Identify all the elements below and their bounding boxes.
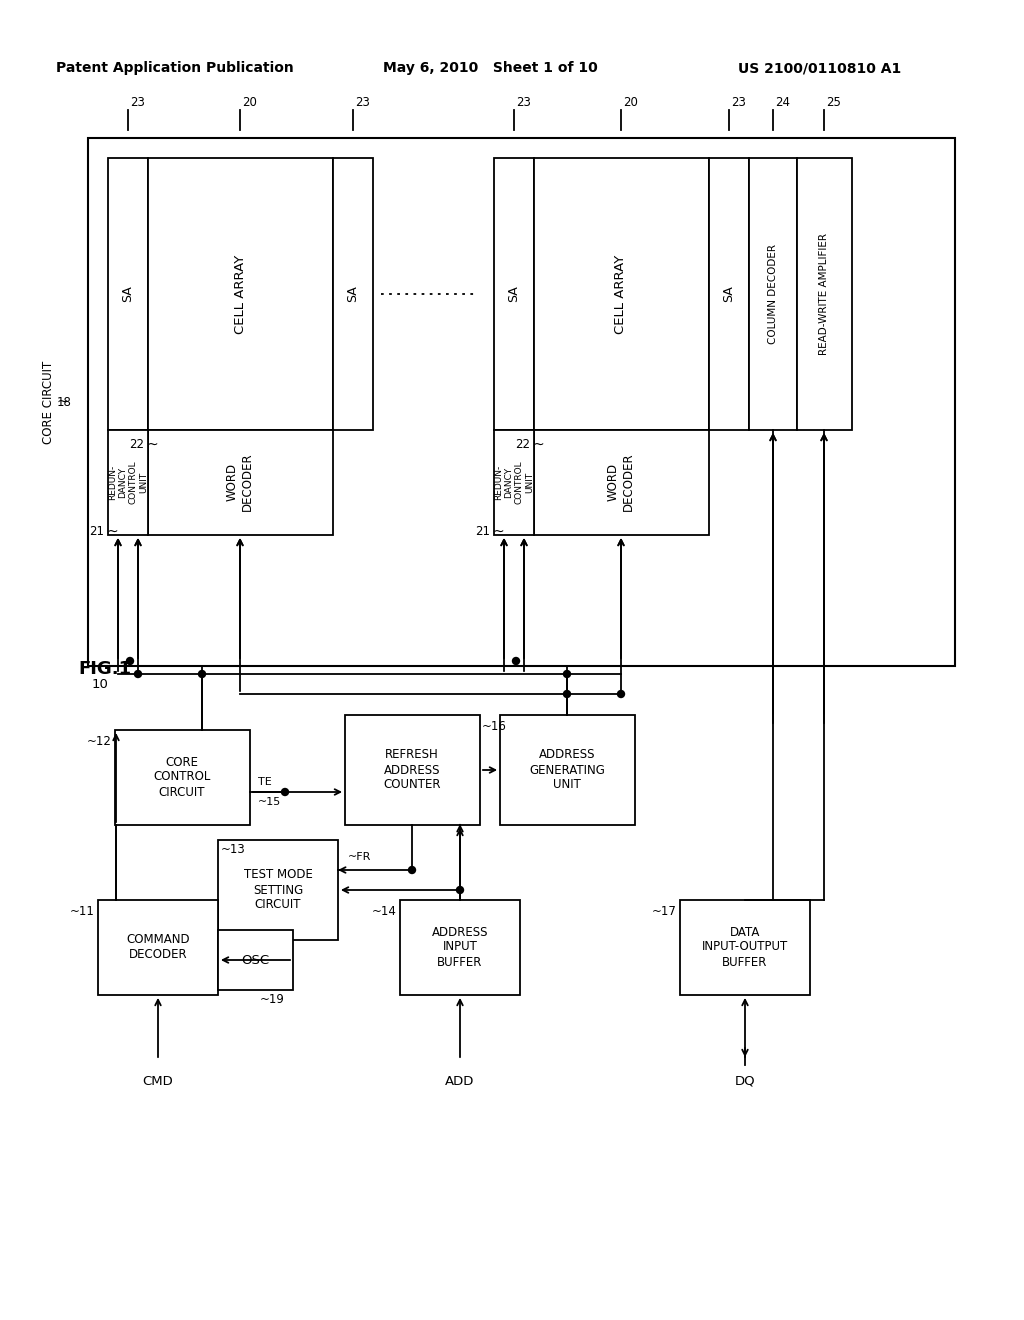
Text: SA: SA <box>723 285 735 302</box>
Circle shape <box>134 671 141 677</box>
Text: REFRESH
ADDRESS
COUNTER: REFRESH ADDRESS COUNTER <box>383 748 440 792</box>
Text: 18: 18 <box>57 396 72 408</box>
Bar <box>108 158 148 430</box>
Bar <box>218 931 293 990</box>
Circle shape <box>409 866 416 874</box>
Bar <box>797 158 852 430</box>
Bar <box>218 840 338 940</box>
Circle shape <box>617 690 625 697</box>
Text: ~19: ~19 <box>260 993 285 1006</box>
Text: TEST MODE
SETTING
CIRCUIT: TEST MODE SETTING CIRCUIT <box>244 869 312 912</box>
Text: REDUN-
DANCY
CONTROL
UNIT: REDUN- DANCY CONTROL UNIT <box>494 461 535 504</box>
Text: DQ: DQ <box>734 1074 756 1088</box>
Bar <box>680 900 810 995</box>
Text: FIG.1: FIG.1 <box>78 660 131 678</box>
Text: ~: ~ <box>534 438 545 451</box>
Text: WORD
DECODER: WORD DECODER <box>607 453 635 511</box>
Bar <box>749 158 797 430</box>
Bar <box>534 430 709 535</box>
Text: ~14: ~14 <box>372 906 397 917</box>
Bar <box>88 139 955 667</box>
Circle shape <box>199 671 206 677</box>
Text: ~17: ~17 <box>652 906 677 917</box>
Bar <box>400 900 520 995</box>
Text: CELL ARRAY: CELL ARRAY <box>614 255 628 334</box>
Bar <box>148 430 333 535</box>
Text: ~: ~ <box>56 395 68 409</box>
Text: ~FR: ~FR <box>348 851 372 862</box>
Circle shape <box>457 887 464 894</box>
Text: May 6, 2010   Sheet 1 of 10: May 6, 2010 Sheet 1 of 10 <box>383 61 597 75</box>
Text: ~: ~ <box>147 438 159 451</box>
Text: ~11: ~11 <box>70 906 95 917</box>
Bar <box>709 158 749 430</box>
Text: 22: 22 <box>515 438 530 451</box>
Text: WORD
DECODER: WORD DECODER <box>226 453 254 511</box>
Text: 23: 23 <box>355 95 370 108</box>
Text: REDUN-
DANCY
CONTROL
UNIT: REDUN- DANCY CONTROL UNIT <box>108 461 148 504</box>
Text: 25: 25 <box>826 95 841 108</box>
Text: ~16: ~16 <box>482 719 507 733</box>
Bar <box>115 730 250 825</box>
Text: 21: 21 <box>475 525 490 539</box>
Text: COMMAND
DECODER: COMMAND DECODER <box>126 933 189 961</box>
Circle shape <box>282 788 289 796</box>
Text: 20: 20 <box>242 95 257 108</box>
Bar <box>494 158 534 430</box>
Text: ~: ~ <box>106 525 119 539</box>
Text: COLUMN DECODER: COLUMN DECODER <box>768 244 778 345</box>
Circle shape <box>127 657 133 664</box>
Text: CORE
CONTROL
CIRCUIT: CORE CONTROL CIRCUIT <box>154 755 211 799</box>
Bar <box>534 158 709 430</box>
Text: READ-WRITE AMPLIFIER: READ-WRITE AMPLIFIER <box>819 234 829 355</box>
Text: US 2100/0110810 A1: US 2100/0110810 A1 <box>738 61 901 75</box>
Text: 10: 10 <box>92 678 109 690</box>
Text: ~15: ~15 <box>258 797 282 807</box>
Text: 22: 22 <box>129 438 144 451</box>
Text: 23: 23 <box>516 95 530 108</box>
Text: 24: 24 <box>775 95 790 108</box>
Text: OSC: OSC <box>241 953 269 966</box>
Text: 23: 23 <box>731 95 745 108</box>
Circle shape <box>563 690 570 697</box>
Text: Patent Application Publication: Patent Application Publication <box>56 61 294 75</box>
Text: 23: 23 <box>130 95 144 108</box>
Text: ADDRESS
GENERATING
UNIT: ADDRESS GENERATING UNIT <box>529 748 605 792</box>
Text: DATA
INPUT-OUTPUT
BUFFER: DATA INPUT-OUTPUT BUFFER <box>701 925 788 969</box>
Bar <box>98 900 218 995</box>
Text: CORE CIRCUIT: CORE CIRCUIT <box>42 360 54 444</box>
Bar <box>108 430 148 535</box>
Text: ~13: ~13 <box>221 843 246 855</box>
Text: ~12: ~12 <box>87 735 112 748</box>
Text: ADD: ADD <box>445 1074 475 1088</box>
Bar <box>333 158 373 430</box>
Text: 21: 21 <box>89 525 104 539</box>
Bar <box>494 430 534 535</box>
Text: CMD: CMD <box>142 1074 173 1088</box>
Text: SA: SA <box>346 285 359 302</box>
Bar <box>148 158 333 430</box>
Text: SA: SA <box>508 285 520 302</box>
Bar <box>345 715 480 825</box>
Circle shape <box>563 671 570 677</box>
Bar <box>500 715 635 825</box>
Text: TE: TE <box>258 777 271 787</box>
Text: SA: SA <box>122 285 134 302</box>
Text: ~: ~ <box>493 525 505 539</box>
Text: ADDRESS
INPUT
BUFFER: ADDRESS INPUT BUFFER <box>432 925 488 969</box>
Text: CELL ARRAY: CELL ARRAY <box>233 255 247 334</box>
Text: 20: 20 <box>623 95 638 108</box>
Circle shape <box>512 657 519 664</box>
